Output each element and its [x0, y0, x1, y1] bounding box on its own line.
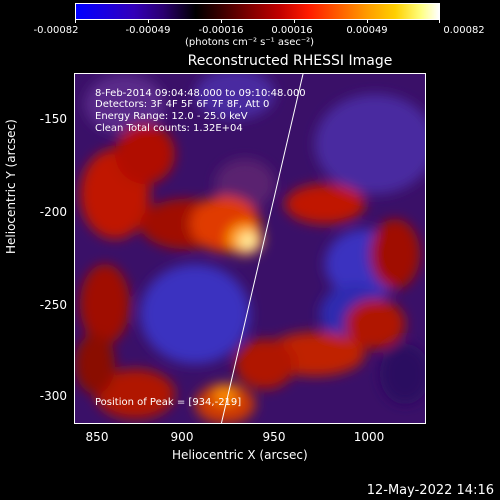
x-tick-label: 1000	[353, 430, 385, 444]
colorbar-tick	[75, 19, 76, 23]
colorbar-tick-label: 0.00082	[443, 25, 485, 36]
info-detectors: Detectors: 3F 4F 5F 6F 7F 8F, Att 0	[95, 99, 270, 110]
image-region	[95, 369, 175, 419]
colorbar-tick	[148, 19, 149, 23]
timestamp: 12-May-2022 14:16	[366, 483, 494, 498]
colorbar-tick-label: -0.00082	[33, 25, 79, 36]
y-axis-label: Heliocentric Y (arcsec)	[4, 119, 18, 254]
rhessi-image	[75, 74, 425, 423]
colorbar-tick	[367, 19, 368, 23]
y-tick-label: -150	[39, 112, 67, 126]
image-region	[75, 334, 115, 394]
info-total-counts: Clean Total counts: 1.32E+04	[95, 123, 243, 134]
plot-title: Reconstructed RHESSI Image	[187, 53, 393, 69]
colorbar-tick-label: -0.00016	[198, 25, 244, 36]
image-region	[140, 264, 250, 364]
x-tick-label: 850	[85, 430, 109, 444]
image-region	[345, 299, 405, 349]
x-tick-label: 900	[170, 430, 194, 444]
image-region	[380, 344, 425, 404]
image-region	[85, 74, 165, 134]
info-energy-range: Energy Range: 12.0 - 25.0 keV	[95, 111, 248, 122]
y-tick-label: -250	[39, 298, 67, 312]
info-time-range: 8-Feb-2014 09:04:48.000 to 09:10:48.000	[95, 88, 306, 99]
image-region	[285, 184, 365, 224]
image-region	[235, 339, 295, 389]
colorbar-tick	[294, 19, 295, 23]
colorbar-tick	[439, 19, 440, 23]
peak-position-label: Position of Peak = [934,-219]	[95, 397, 242, 408]
colorbar-tick-label: -0.00049	[125, 25, 171, 36]
plot-frame: 8-Feb-2014 09:04:48.000 to 09:10:48.000 …	[74, 73, 426, 424]
image-region	[315, 94, 425, 194]
y-tick-label: -300	[39, 389, 67, 403]
y-tick-label: -200	[39, 205, 67, 219]
image-region	[80, 264, 130, 344]
colorbar-tick-label: 0.00049	[346, 25, 388, 36]
image-region	[370, 219, 420, 289]
x-tick-label: 950	[262, 430, 286, 444]
colorbar-tick	[221, 19, 222, 23]
x-axis-label: Heliocentric X (arcsec)	[172, 448, 308, 462]
solar-limb-line	[220, 74, 304, 423]
image-region	[239, 232, 257, 250]
colorbar	[75, 3, 440, 20]
colorbar-tick-label: 0.00016	[271, 25, 313, 36]
colorbar-units: (photons cm⁻² s⁻¹ asec⁻²)	[185, 37, 315, 48]
image-region	[213, 384, 237, 404]
image-region	[195, 74, 275, 119]
image-region	[115, 124, 175, 184]
